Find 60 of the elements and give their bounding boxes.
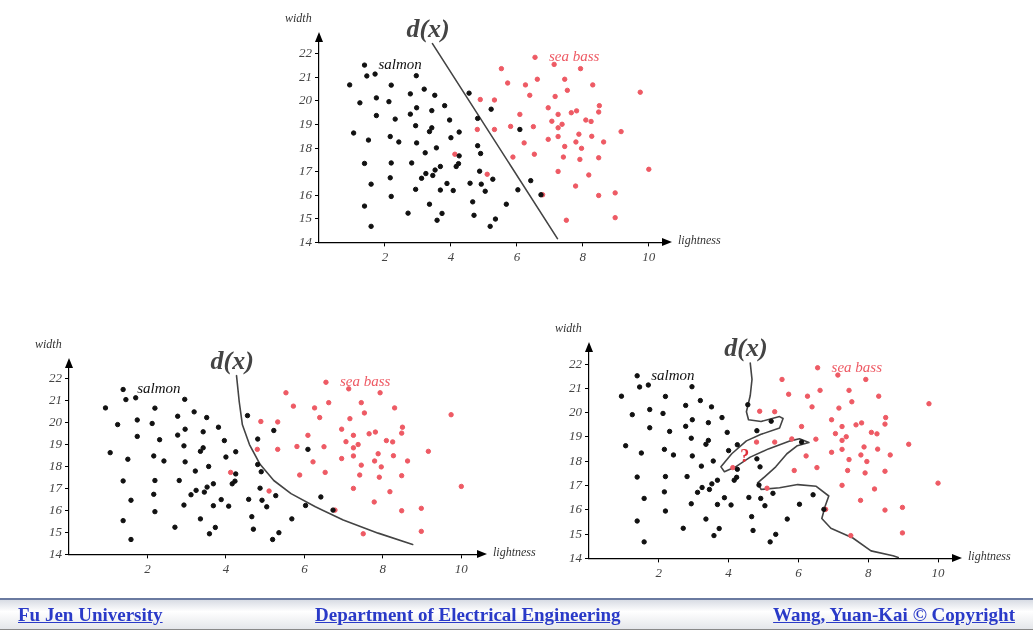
y-tick-label: 19 [49, 436, 63, 452]
text: sea bass [549, 48, 600, 65]
x-axis-title: lightness [968, 549, 1011, 564]
y-tick-label: 22 [569, 355, 583, 371]
y-tick-label: 15 [49, 523, 63, 539]
y-tick-label: 19 [299, 115, 313, 131]
series-label: d(x) [724, 333, 768, 363]
y-tick-label: 22 [299, 45, 313, 61]
y-tick-label: 18 [49, 458, 63, 474]
x-tick-label: 10 [454, 560, 469, 576]
y-tick-label: 18 [569, 452, 583, 468]
x-tick-label: 4 [447, 248, 455, 264]
y-axis-title: width [35, 337, 62, 351]
y-tick-label: 14 [569, 549, 583, 565]
y-tick-label: 16 [299, 186, 313, 202]
text: sea bass [339, 373, 391, 390]
y-tick-label: 21 [49, 392, 62, 408]
y-tick-label: 17 [299, 163, 313, 179]
y-tick-label: 22 [49, 370, 63, 386]
text: salmon [378, 56, 422, 73]
x-tick-label: 2 [144, 560, 152, 576]
y-tick-label: 20 [569, 404, 583, 420]
y-tick-label: 15 [569, 525, 583, 541]
x-axis-title: lightness [678, 233, 721, 248]
y-axis-title: width [555, 321, 582, 335]
x-tick-label: 8 [579, 248, 587, 264]
y-tick-label: 14 [299, 233, 313, 249]
x-tick-label: 2 [381, 248, 389, 264]
y-tick-label: 19 [569, 428, 583, 444]
y-tick-label: 15 [299, 210, 313, 226]
y-axis-title: width [285, 11, 312, 25]
text: Fu Jen University [18, 603, 163, 626]
text: salmon [651, 366, 695, 383]
y-tick-label: 20 [49, 414, 63, 430]
y-tick-label: 16 [569, 501, 583, 517]
text: salmon [137, 380, 181, 397]
y-tick-label: 21 [299, 68, 312, 84]
x-tick-label: 8 [864, 564, 872, 580]
x-tick-label: 2 [655, 564, 663, 580]
x-tick-label: 4 [222, 560, 230, 576]
x-tick-label: 8 [379, 560, 387, 576]
y-tick-label: 16 [49, 501, 63, 517]
series-label: d(x) [210, 345, 254, 375]
x-tick-label: 6 [513, 248, 521, 264]
x-tick-label: 6 [795, 564, 803, 580]
text: Wang, Yuan-Kai © Copyright [773, 603, 1015, 626]
x-axis-title: lightness [493, 545, 536, 560]
x-tick-label: 10 [642, 248, 656, 264]
y-tick-label: 17 [569, 476, 583, 492]
series-label: d(x) [406, 13, 450, 43]
text: sea bass [831, 358, 883, 375]
x-tick-label: 4 [725, 564, 733, 580]
y-tick-label: 14 [49, 545, 63, 561]
y-tick-label: 21 [569, 379, 582, 395]
x-tick-label: 10 [931, 564, 946, 580]
y-tick-label: 20 [299, 92, 313, 108]
text: Department of Electrical Engineering [315, 603, 621, 626]
y-tick-label: 17 [49, 480, 63, 496]
x-tick-label: 6 [301, 560, 309, 576]
y-tick-label: 18 [299, 139, 313, 155]
